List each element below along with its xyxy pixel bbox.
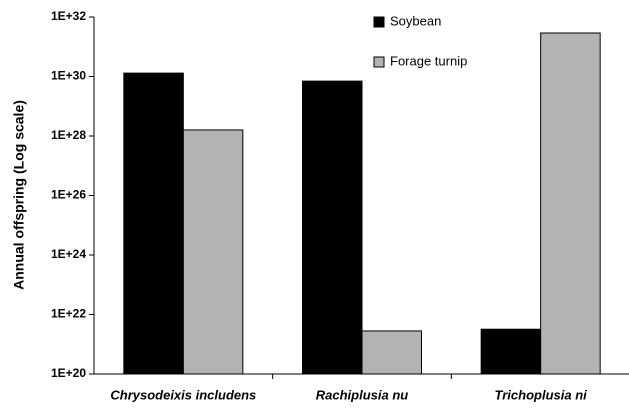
x-tick-label: Chrysodeixis includens xyxy=(110,387,256,402)
y-tick-label: 1E+24 xyxy=(51,247,86,261)
y-tick-label: 1E+28 xyxy=(51,128,86,142)
bar xyxy=(540,32,601,375)
bar xyxy=(361,330,422,375)
bar xyxy=(182,129,244,375)
y-tick-label: 1E+20 xyxy=(51,366,86,380)
y-tick-label: 1E+30 xyxy=(51,69,86,83)
bar xyxy=(480,328,542,375)
y-tick-label: 1E+26 xyxy=(51,188,86,202)
bar xyxy=(302,80,363,375)
y-tick-label: 1E+32 xyxy=(51,9,86,23)
legend-swatch xyxy=(373,16,385,28)
y-tick-label: 1E+22 xyxy=(51,307,86,321)
legend-label: Soybean xyxy=(390,13,441,28)
x-tick-label: Trichoplusia ni xyxy=(495,387,588,402)
legend-swatch xyxy=(373,56,385,68)
legend-label: Forage turnip xyxy=(390,53,467,68)
x-tick-label: Rachiplusia nu xyxy=(316,387,409,402)
bar xyxy=(123,72,184,375)
y-axis-label: Annual offspring (Log scale) xyxy=(11,100,27,290)
